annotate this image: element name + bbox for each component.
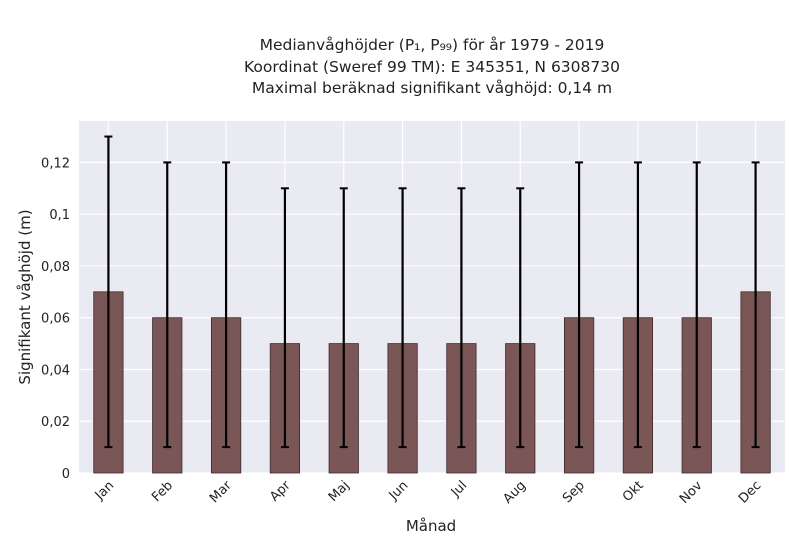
y-tick-label: 0,1 (49, 208, 70, 223)
y-tick-label: 0,02 (41, 415, 70, 430)
y-tick-label: 0,06 (41, 312, 70, 327)
chart-title-line-2: Koordinat (Sweref 99 TM): E 345351, N 63… (244, 58, 620, 76)
x-tick-labels: Jan Feb Mar Apr Maj Jun Jul Aug Sep Okt Nov Dec (92, 478, 765, 507)
y-axis-label: Signifikant våghöjd (m) (16, 209, 34, 384)
chart-title-line-3: Maximal beräknad signifikant våghöjd: 0,… (251, 79, 613, 97)
x-tick-label: Maj (326, 478, 353, 505)
y-tick-label: 0 (62, 467, 70, 482)
x-tick-label: Jun (386, 478, 412, 504)
chart-title-line-1: Medianvåghöjder (P₁, P₉₉) för år 1979 - … (259, 36, 605, 54)
x-tick-label: Mar (207, 478, 235, 506)
x-axis-label: Månad (406, 517, 456, 535)
x-tick-label: Feb (149, 478, 176, 505)
x-tick-label: Aug (501, 478, 530, 507)
x-tick-label: Jan (92, 478, 117, 503)
x-tick-label: Nov (677, 478, 706, 507)
y-tick-label: 0,12 (41, 156, 70, 171)
y-tick-label: 0,08 (41, 260, 70, 275)
x-tick-label: Jul (448, 478, 470, 500)
x-tick-label: Apr (267, 478, 294, 505)
x-tick-label: Dec (736, 478, 764, 506)
y-tick-label: 0,04 (41, 363, 70, 378)
x-tick-label: Sep (560, 478, 588, 506)
y-tick-labels: 0 0,02 0,04 0,06 0,08 0,1 0,12 (41, 156, 70, 482)
error-bars (104, 135, 760, 449)
plot-area (79, 121, 785, 473)
x-tick-label: Okt (620, 478, 647, 505)
